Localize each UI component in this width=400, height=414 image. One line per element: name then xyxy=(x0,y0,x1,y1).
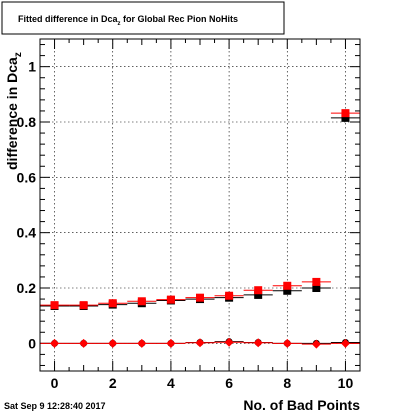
y-tick-label: 0.6 xyxy=(17,169,37,185)
x-tick-label: 8 xyxy=(283,375,291,391)
data-point xyxy=(137,338,147,348)
chart-title-frame xyxy=(1,1,285,35)
data-point xyxy=(108,338,118,348)
x-tick-label: 6 xyxy=(225,375,233,391)
data-point xyxy=(341,113,350,122)
data-point xyxy=(50,338,60,348)
series-1 xyxy=(40,109,360,310)
data-point xyxy=(108,299,117,308)
data-point xyxy=(79,338,89,348)
y-tick-label: 0.2 xyxy=(17,280,37,296)
data-point xyxy=(341,109,350,118)
chart-title-box: Fitted difference in Dcaz for Global Rec… xyxy=(1,1,285,35)
data-point xyxy=(312,277,321,286)
x-tick-label: 4 xyxy=(167,375,175,391)
chart-title-main: Fitted difference in Dca xyxy=(18,14,119,24)
chart-title: Fitted difference in Dcaz for Global Rec… xyxy=(18,14,238,27)
y-axis-title: difference in Dcaz xyxy=(4,52,24,170)
data-point xyxy=(195,338,205,348)
y-tick-label: 0.4 xyxy=(17,225,37,241)
data-point xyxy=(340,338,350,348)
plot-frame xyxy=(39,38,361,372)
data-point xyxy=(166,338,176,348)
data-point xyxy=(50,301,59,310)
series-3 xyxy=(40,337,360,349)
data-point xyxy=(253,338,263,348)
series-0 xyxy=(40,113,360,310)
data-point xyxy=(196,293,204,302)
y-tick-label: 0.8 xyxy=(17,114,37,130)
grid-lines xyxy=(40,39,360,371)
x-tick-label: 2 xyxy=(109,375,117,391)
data-point xyxy=(282,338,292,348)
x-axis-title: No. of Bad Points xyxy=(243,397,360,413)
data-point xyxy=(312,284,321,292)
data-point xyxy=(224,337,234,347)
x-tick-label: 10 xyxy=(338,375,354,391)
data-point xyxy=(166,295,175,304)
tick-labels: 0 2 4 6 8 10 0 0.2 0.4 0.6 0.8 1 xyxy=(17,59,354,391)
axis-ticks xyxy=(39,39,361,371)
chart-title-subscript: z xyxy=(118,21,121,27)
data-point xyxy=(225,291,234,300)
data-point xyxy=(137,297,146,306)
y-axis-title-subscript: z xyxy=(13,52,24,57)
timestamp: Sat Sep 9 12:28:40 2017 xyxy=(4,401,106,411)
chart-title-suffix: for Global Rec Pion NoHits xyxy=(121,14,239,24)
data-point xyxy=(254,290,263,299)
data-point xyxy=(254,286,263,295)
data-point xyxy=(79,301,88,310)
data-point xyxy=(283,281,292,290)
data-point xyxy=(311,339,321,349)
data-series xyxy=(40,109,360,349)
y-tick-label: 1 xyxy=(28,59,36,75)
data-point xyxy=(283,286,292,295)
y-tick-label: 0 xyxy=(28,335,36,351)
y-axis-title-main: difference in Dca xyxy=(4,57,20,170)
x-tick-label: 0 xyxy=(51,375,59,391)
